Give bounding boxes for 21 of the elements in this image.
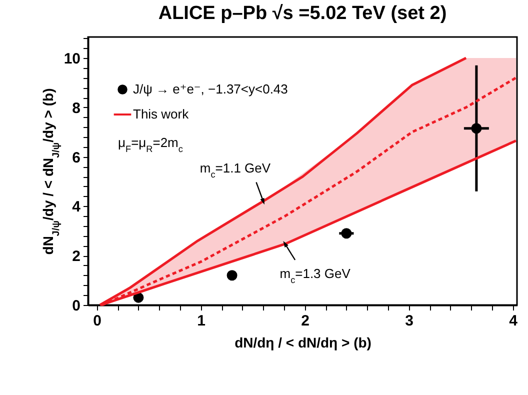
x-tick-label: 4 xyxy=(509,312,518,330)
y-tick-label: 4 xyxy=(72,198,82,216)
point xyxy=(471,123,482,134)
legend-label: This work xyxy=(133,106,190,122)
legend-label: J/ψ → e⁺e⁻, −1.37<y<0.43 xyxy=(133,82,288,96)
x-tick-label: 1 xyxy=(197,312,206,330)
point xyxy=(341,228,352,239)
x-tick-label: 3 xyxy=(405,312,414,330)
y-tick-label: 10 xyxy=(64,50,80,68)
point xyxy=(226,270,238,281)
annotation: m$_{c}$=1.1 GeV xyxy=(200,160,271,180)
y-tick-label: 0 xyxy=(72,298,80,314)
y-tick-label: 6 xyxy=(72,149,80,166)
annotation: m$_{c}$=1.3 GeV xyxy=(280,266,351,285)
x-tick-label: 0 xyxy=(93,312,102,330)
y-tick-label: 8 xyxy=(72,100,80,117)
chart-title: ALICE p–Pb √s =5.02 TeV (set 2) xyxy=(158,3,447,24)
y-tick-label: 2 xyxy=(72,248,80,266)
x-tick-label: 2 xyxy=(301,312,310,330)
x-axis-title: dN/dη / < dN/dη > (b) xyxy=(234,334,372,350)
annotation: μ$_{F}$=μ$_{R}$=2m$_{c}$ xyxy=(118,135,184,154)
